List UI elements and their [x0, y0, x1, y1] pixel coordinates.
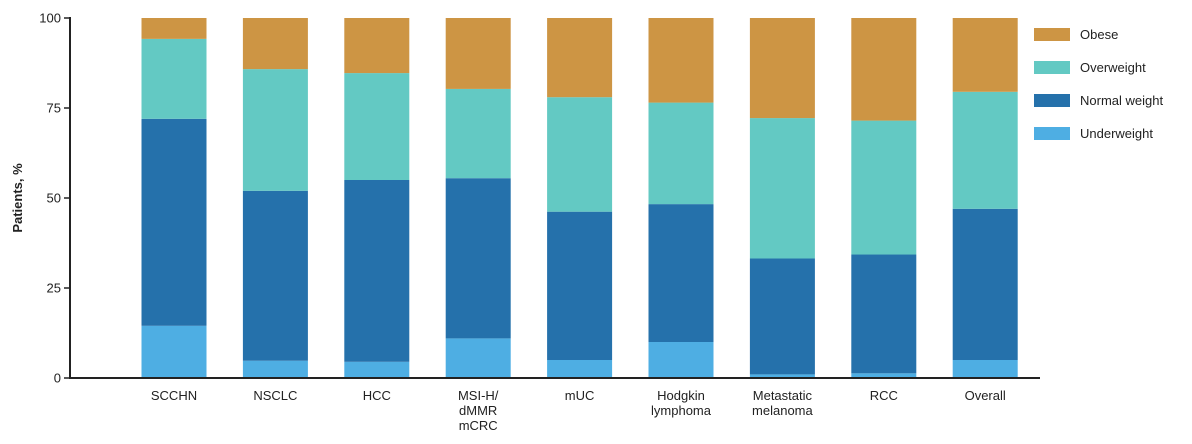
x-tick-label-4: mUC [565, 388, 595, 403]
bar-segment-underweight-1 [242, 360, 308, 378]
bar-segment-obese-8 [952, 18, 1018, 92]
bar-segment-overweight-1 [242, 69, 308, 191]
bar-segment-obese-6 [749, 18, 815, 119]
legend-label-obese: Obese [1080, 27, 1118, 42]
bar-segment-normal-weight-4 [547, 211, 613, 360]
legend-swatch-overweight [1034, 61, 1070, 74]
x-tick-label-8: Overall [965, 388, 1006, 403]
bar-segment-obese-2 [344, 18, 410, 74]
x-tick-label-6: Metastatic melanoma [752, 388, 813, 418]
bar-segment-overweight-8 [952, 91, 1018, 209]
bar-segment-normal-weight-5 [648, 204, 714, 342]
bar-segment-overweight-7 [851, 120, 917, 255]
y-tick-label-75: 75 [47, 101, 61, 116]
bar-segment-underweight-0 [141, 325, 207, 378]
bar-segment-overweight-6 [749, 118, 815, 259]
x-tick-label-3: MSI-H/dMMR mCRC [458, 388, 499, 433]
bar-segment-overweight-4 [547, 97, 613, 212]
bar-segment-obese-1 [242, 18, 308, 70]
bar-segment-obese-4 [547, 18, 613, 98]
x-tick-label-5: Hodgkin lymphoma [651, 388, 712, 418]
bar-segment-underweight-5 [648, 342, 714, 378]
bar-segment-obese-7 [851, 18, 917, 121]
bar-segment-underweight-6 [749, 374, 815, 378]
bar-segment-overweight-2 [344, 73, 410, 180]
y-tick-label-25: 25 [47, 281, 61, 296]
bar-segment-underweight-2 [344, 361, 410, 378]
bar-segment-overweight-3 [445, 88, 511, 179]
y-tick-label-0: 0 [54, 371, 61, 386]
bar-segment-obese-5 [648, 18, 714, 103]
x-axis: SCCHN NSCLC HCC MSI-H/dMMR mCRC mUC Hodgkin lym… [69, 377, 1040, 433]
legend-label-normal-weight: Normal weight [1080, 93, 1163, 108]
x-tick-label-1: NSCLC [253, 388, 297, 403]
legend-swatch-underweight [1034, 127, 1070, 140]
y-axis: 0 25 50 75 100 [39, 11, 71, 386]
bar-segment-normal-weight-7 [851, 254, 917, 374]
bar-segment-normal-weight-8 [952, 208, 1018, 360]
legend-swatch-obese [1034, 28, 1070, 41]
legend-swatch-normal-weight [1034, 94, 1070, 107]
bar-segment-overweight-5 [648, 102, 714, 205]
bar-segment-underweight-4 [547, 360, 613, 378]
bar-segment-normal-weight-6 [749, 258, 815, 375]
bar-segment-normal-weight-3 [445, 178, 511, 339]
legend: Obese Overweight Normal weight Underweight [1034, 27, 1163, 141]
x-tick-label-0: SCCHN [151, 388, 197, 403]
bar-segment-underweight-8 [952, 360, 1018, 378]
bar-segment-overweight-0 [141, 38, 207, 119]
y-tick-label-50: 50 [47, 191, 61, 206]
x-tick-label-7: RCC [870, 388, 898, 403]
bar-segment-normal-weight-0 [141, 118, 207, 326]
y-axis-title: Patients, % [10, 163, 25, 233]
bar-segment-underweight-7 [851, 373, 917, 378]
bar-segment-obese-3 [445, 18, 511, 89]
bar-segment-obese-0 [141, 18, 207, 39]
bar-segment-normal-weight-2 [344, 180, 410, 362]
bars [141, 18, 1018, 378]
legend-label-overweight: Overweight [1080, 60, 1146, 75]
x-tick-label-2: HCC [363, 388, 391, 403]
y-tick-label-100: 100 [39, 11, 61, 26]
bar-segment-normal-weight-1 [242, 190, 308, 361]
bar-segment-underweight-3 [445, 338, 511, 378]
legend-label-underweight: Underweight [1080, 126, 1153, 141]
